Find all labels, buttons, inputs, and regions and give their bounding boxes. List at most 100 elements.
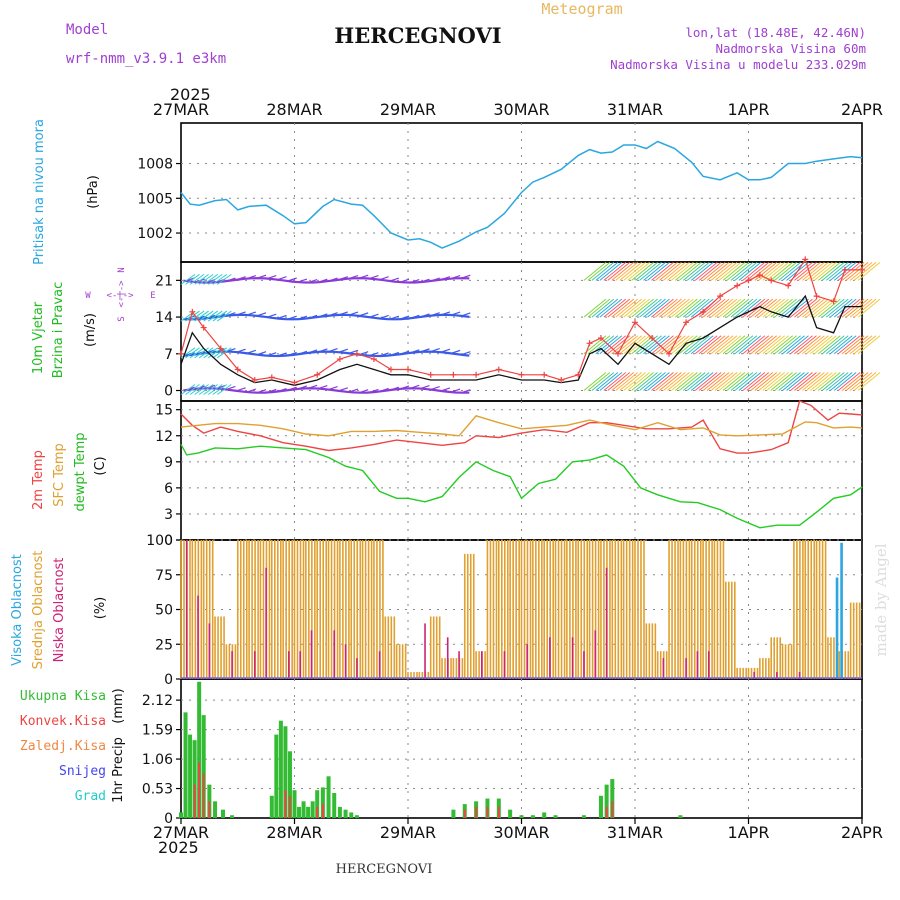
date-label-top: 30MAR <box>493 100 549 119</box>
wind-barb-strong <box>762 335 786 355</box>
wind-barb-early <box>207 347 223 359</box>
wind-gust-marker <box>518 371 525 378</box>
wind-gust-marker <box>189 308 196 315</box>
wind-barb-strong <box>833 335 857 355</box>
precip-total-bar <box>604 784 609 818</box>
wind-barb <box>338 348 348 353</box>
wind-barb-strong <box>655 298 678 318</box>
precip-total-bar <box>197 681 202 818</box>
wind-barb-strong <box>702 372 726 391</box>
wind-gust-marker <box>649 335 656 342</box>
precip-total-bar <box>581 815 586 818</box>
wind-barb <box>338 387 348 392</box>
precip-conv-bar <box>284 790 287 818</box>
wind-barb-strong <box>682 298 706 318</box>
wind-barb-early <box>189 310 205 322</box>
wind-barb-strong <box>655 335 678 355</box>
temp-panel-frame <box>180 400 863 541</box>
wind-barb-strong <box>710 261 734 281</box>
wind-barb <box>287 351 297 357</box>
compass-w: W <box>85 291 91 301</box>
wind-barb-strong <box>782 372 805 391</box>
wind-barb <box>277 387 287 393</box>
wind-barb-strong <box>798 335 821 355</box>
wind-barb-strong <box>587 298 611 318</box>
wind-barb-strong <box>742 261 766 281</box>
wind-barb-strong <box>730 261 754 281</box>
wind-barb-strong <box>841 372 865 391</box>
wind-barb-strong <box>690 261 714 281</box>
wind-barb-strong <box>726 261 750 281</box>
wind-barb-early <box>207 384 223 395</box>
wind-barb-strong <box>647 298 670 318</box>
wind-barb-early <box>203 347 218 359</box>
wind-barb-strong <box>686 298 710 318</box>
wind-barb-strong <box>810 372 833 391</box>
wind-barb-strong <box>734 261 758 281</box>
precip-total-bar <box>179 812 183 818</box>
precip-total-bar <box>201 715 206 818</box>
wind-barb-strong <box>734 298 758 318</box>
wind-barb-strong <box>631 261 654 281</box>
wind-barb-strong <box>750 335 774 355</box>
wind-barb-strong <box>674 372 698 391</box>
wind-barb <box>307 278 318 284</box>
wind-barb-strong <box>829 372 853 391</box>
wind-unit: (m/s) <box>83 313 98 347</box>
precip-total-bar <box>337 806 342 818</box>
wind-barb <box>430 348 440 353</box>
wind-barb-strong <box>742 372 766 391</box>
wind-barb-strong <box>587 372 611 391</box>
wind-barb-early <box>189 273 205 285</box>
wind-barb-strong <box>829 261 853 281</box>
wind-barb-strong <box>663 298 686 318</box>
precip-conv-bar <box>198 762 201 818</box>
wind-barb <box>440 348 451 353</box>
wind-barb-early <box>207 310 223 322</box>
wind-barb-strong <box>742 298 766 318</box>
wind-barb <box>226 385 236 391</box>
wind-barb-early <box>212 310 228 322</box>
wind-barb-strong <box>603 261 627 281</box>
precip-total-bar <box>213 801 218 818</box>
wind-barb <box>318 384 328 390</box>
wind-barb-strong <box>674 298 698 318</box>
wind-barb <box>277 314 287 320</box>
wind-gust-marker <box>495 366 502 373</box>
temp-label-1: 2m Temp <box>31 450 46 510</box>
wind-barb-strong <box>663 372 686 391</box>
wind-barb <box>420 348 430 353</box>
wind-barb <box>267 274 277 280</box>
wind-gust-marker <box>178 350 184 357</box>
wind-barb-strong <box>678 335 702 355</box>
precip-total-bar <box>315 790 320 818</box>
wind-barb-strong <box>615 372 639 391</box>
precip-total-bar <box>301 801 306 818</box>
model-label: Model <box>66 22 108 38</box>
wind-barb-strong <box>591 372 615 391</box>
wind-barb-early <box>212 347 228 359</box>
wind-barb-strong <box>817 372 841 391</box>
wind-barb <box>297 385 308 390</box>
wind-barb-strong <box>591 261 615 281</box>
wind-barb <box>318 348 328 353</box>
precip-total-bar <box>542 812 547 818</box>
wind-barb-strong <box>631 298 654 318</box>
wind-barb-strong <box>619 335 642 355</box>
wind-barb-strong <box>635 335 658 355</box>
wind-barb-strong <box>778 372 801 391</box>
date-label-bottom: 29MAR <box>380 823 436 842</box>
temp-tick-label: 15 <box>155 403 173 419</box>
wind-barb-strong <box>857 298 881 318</box>
precip-conv-bar <box>321 804 324 818</box>
wind-gust-marker <box>427 371 434 378</box>
wind-gust-marker <box>745 277 752 284</box>
wind-barb-early <box>207 273 223 285</box>
wind-barb-strong <box>702 261 726 281</box>
wind-barb-strong <box>722 261 746 281</box>
year-top: 2025 <box>170 85 211 104</box>
wind-barb-strong <box>825 335 849 355</box>
precip-total-bar <box>220 809 225 818</box>
wind-barb-strong <box>833 298 857 318</box>
cloud-tick-label: 0 <box>164 672 173 688</box>
